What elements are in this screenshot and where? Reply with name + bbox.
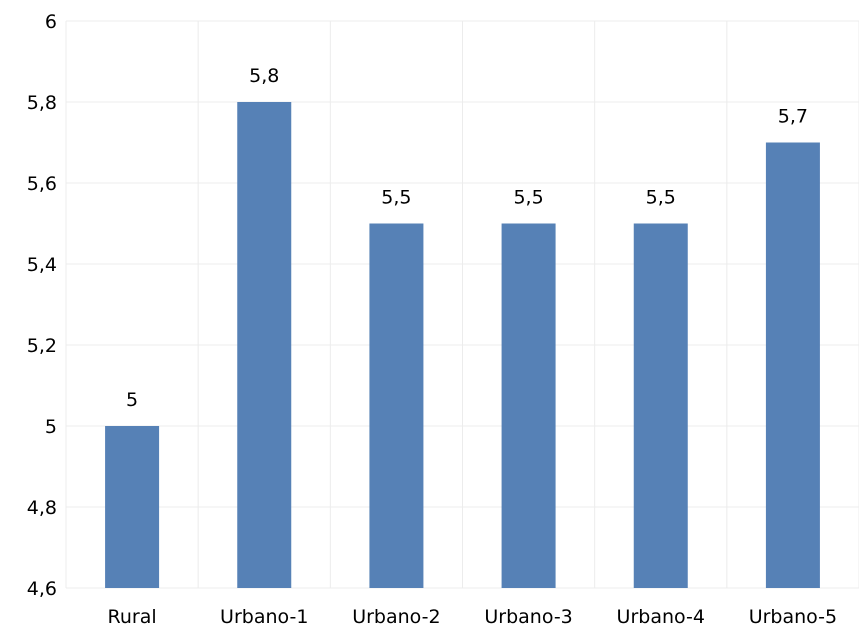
y-tick-label: 5,4 [27, 254, 57, 276]
bar-urbano-4 [633, 223, 688, 588]
data-label: 5,5 [381, 187, 411, 209]
y-axis-tick-labels: 4,6 4,8 5 5,2 5,4 5,6 5,8 6 [27, 11, 57, 600]
y-tick-label: 5,8 [27, 92, 57, 114]
bar-rural [105, 426, 160, 588]
bar-urbano-1 [237, 102, 292, 588]
x-tick-label: Urbano-5 [749, 606, 837, 628]
x-tick-label: Rural [108, 606, 157, 628]
y-tick-label: 5 [45, 416, 57, 438]
y-tick-label: 5,2 [27, 335, 57, 357]
data-label: 5 [126, 389, 138, 411]
y-tick-label: 4,8 [27, 497, 57, 519]
x-tick-label: Urbano-2 [352, 606, 440, 628]
x-tick-label: Urbano-1 [220, 606, 308, 628]
data-label: 5,8 [249, 65, 279, 87]
data-labels: 5 5,8 5,5 5,5 5,5 5,7 [126, 65, 808, 411]
grid-lines [65, 20, 859, 589]
bar-urbano-5 [765, 142, 820, 588]
x-axis-tick-labels: Rural Urbano-1 Urbano-2 Urbano-3 Urbano-4 Urb… [108, 606, 838, 628]
y-tick-label: 5,6 [27, 173, 57, 195]
data-label: 5,5 [513, 187, 543, 209]
data-label: 5,5 [646, 187, 676, 209]
x-tick-label: Urbano-3 [484, 606, 572, 628]
bar-urbano-3 [501, 223, 556, 588]
y-tick-label: 6 [45, 11, 57, 33]
bar-urbano-2 [369, 223, 424, 588]
y-tick-label: 4,6 [27, 578, 57, 600]
bars [105, 102, 820, 588]
data-label: 5,7 [778, 106, 808, 128]
x-tick-label: Urbano-4 [617, 606, 705, 628]
